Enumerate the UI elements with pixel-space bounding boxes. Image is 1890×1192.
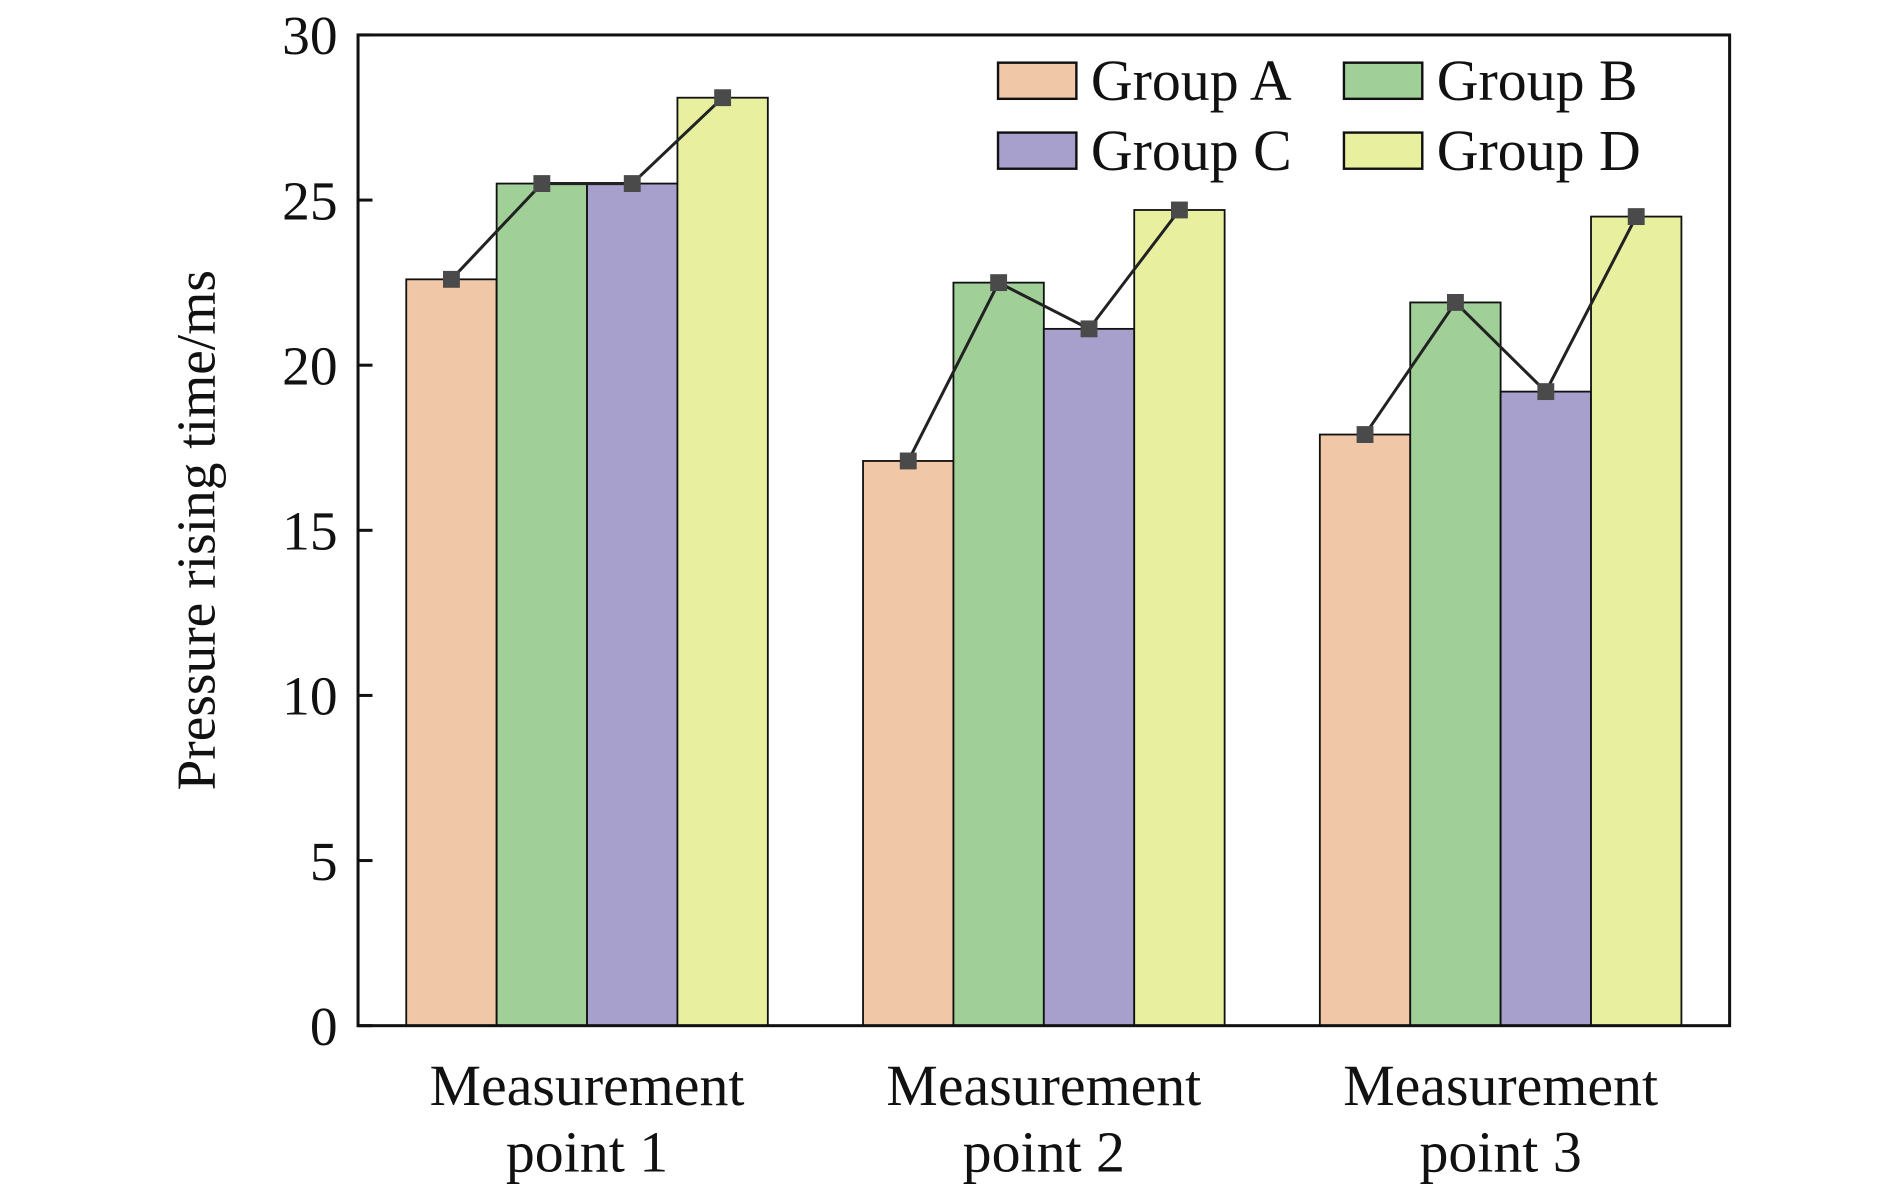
x-tick-label: point 2: [963, 1120, 1125, 1185]
bars-layer: [405, 96, 1683, 1027]
bar-group-d-point-3: [1590, 215, 1683, 1027]
trend-line-point-2: [906, 209, 1181, 462]
legend-swatch-group-a: [996, 61, 1078, 101]
x-tick-label: Measurement: [430, 1053, 745, 1118]
legend: Group A Group B Group C Group D: [996, 48, 1641, 183]
y-axis: 0 5 10 15 20 25 30: [282, 5, 373, 1057]
y-tick-label: 10: [282, 666, 337, 727]
trend-line-point-1: [450, 96, 724, 281]
bar-group-d-point-2: [1133, 209, 1226, 1027]
bar-group-a-point-3: [1318, 433, 1412, 1027]
bar-group-b-point-3: [1409, 301, 1502, 1027]
bar-group-a-point-2: [862, 460, 955, 1027]
bar-group-b-point-1: [495, 182, 588, 1027]
bar-group-c-point-1: [586, 182, 679, 1027]
x-tick-label: Measurement: [886, 1053, 1201, 1118]
bar-group-a-point-1: [405, 278, 498, 1027]
line-marker-group-d-point-2: [1170, 201, 1188, 219]
trend-line-point-3: [1363, 215, 1638, 436]
line-marker-group-c-point-3: [1537, 383, 1555, 401]
legend-label: Group A: [1091, 48, 1292, 113]
y-tick-label: 25: [282, 170, 337, 231]
legend-swatch-group-d: [1342, 131, 1424, 170]
x-tick-label: Measurement: [1343, 1053, 1658, 1118]
x-tick-label: point 1: [506, 1120, 668, 1185]
line-marker-group-b-point-3: [1446, 294, 1464, 311]
bar-group-c-point-3: [1499, 390, 1592, 1027]
legend-label: Group D: [1437, 118, 1641, 183]
line-marker-group-a-point-3: [1356, 426, 1374, 443]
bar-group-c-point-2: [1042, 327, 1136, 1027]
line-marker-group-b-point-2: [990, 274, 1008, 292]
y-tick-label: 0: [310, 996, 338, 1057]
line-marker-group-d-point-3: [1627, 208, 1645, 226]
x-tick-label: point 3: [1419, 1120, 1581, 1185]
line-marker-group-c-point-2: [1080, 320, 1098, 338]
y-tick-label: 20: [282, 335, 337, 396]
y-axis-label: Pressure rising time/ms: [166, 270, 227, 790]
bar-group-b-point-2: [952, 281, 1045, 1027]
bar-group-d-point-1: [676, 96, 769, 1027]
legend-label: Group B: [1437, 48, 1638, 113]
y-tick-label: 5: [310, 831, 338, 892]
line-marker-group-a-point-2: [899, 452, 917, 470]
legend-swatch-group-c: [996, 131, 1078, 170]
y-tick-label: 15: [282, 501, 337, 562]
line-marker-group-c-point-1: [623, 175, 641, 192]
line-marker-group-a-point-1: [443, 270, 460, 288]
line-marker-group-b-point-1: [533, 175, 551, 192]
line-marker-group-d-point-1: [714, 89, 732, 107]
legend-label: Group C: [1091, 118, 1292, 183]
legend-swatch-group-b: [1342, 61, 1424, 101]
line-overlay: [443, 89, 1645, 470]
y-tick-label: 30: [282, 5, 337, 66]
